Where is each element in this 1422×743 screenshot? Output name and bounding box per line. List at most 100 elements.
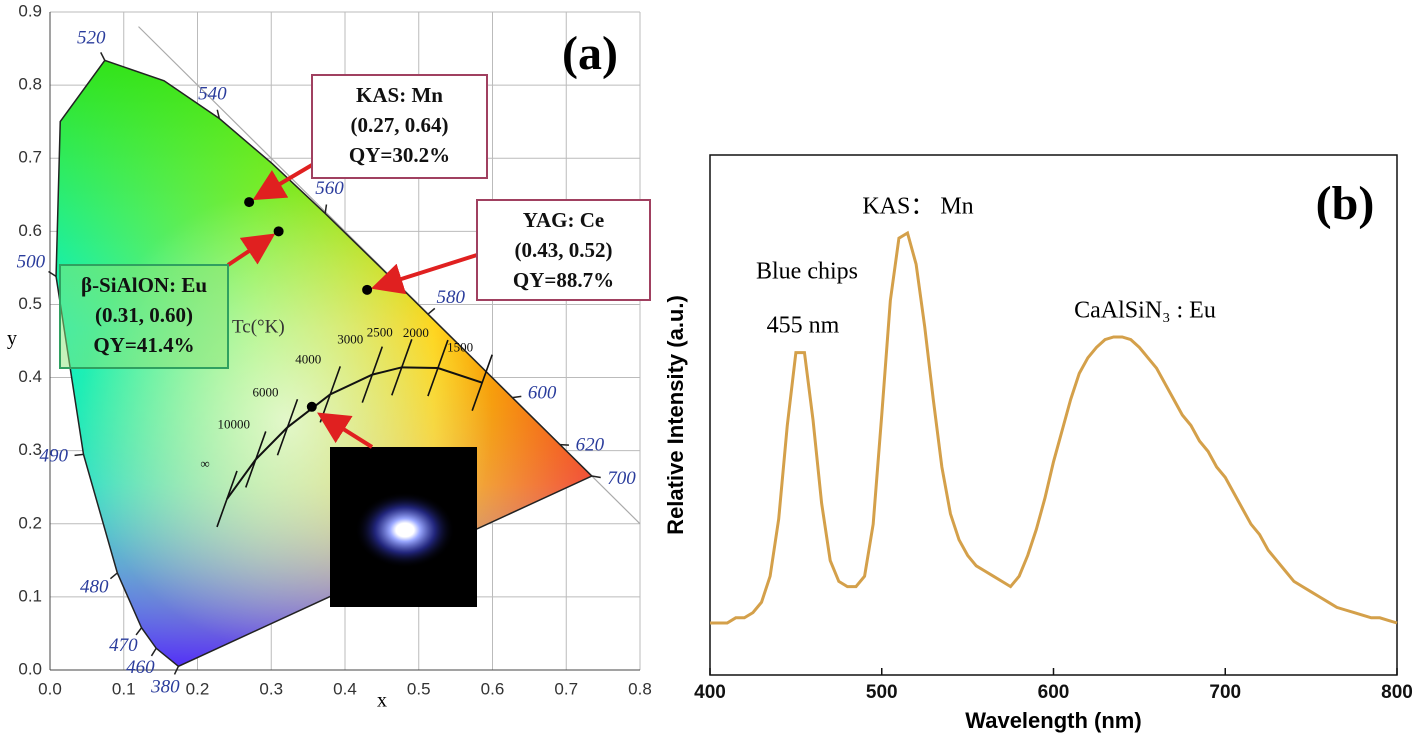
cct-label: 3000 (337, 332, 363, 347)
y-tick-label: 0.7 (18, 148, 42, 167)
cct-title: Tc(°K) (232, 316, 285, 337)
cct-label: ∞ (200, 456, 209, 471)
x-tick-label: 0.6 (481, 679, 505, 698)
locus-tick (135, 627, 143, 636)
y-tick-label: 0.6 (18, 221, 42, 240)
annotation-arrow (226, 233, 276, 267)
point (306, 401, 317, 412)
isotherm (471, 354, 493, 411)
isotherm (245, 431, 267, 488)
annotation-text: (0.31, 0.60) (95, 303, 193, 327)
wavelength-label: 470 (109, 635, 138, 656)
wavelength-label: 520 (77, 27, 106, 48)
spectrum-line (710, 230, 1398, 625)
point (244, 197, 255, 208)
annotation-text: QY=30.2% (349, 143, 450, 167)
locus-tick (150, 647, 157, 657)
annotation-text: β-SiAlON: Eu (81, 273, 207, 297)
locus-tick (74, 453, 84, 457)
y-tick-label: 0.2 (18, 513, 42, 532)
locus-tick (109, 572, 118, 580)
isotherm (427, 339, 449, 397)
cct-label: 2000 (403, 325, 429, 340)
wavelength-label: 560 (315, 178, 344, 199)
wavelength-label: 480 (80, 577, 109, 598)
wavelength-label: 540 (198, 84, 227, 105)
annotation-text: QY=41.4% (93, 333, 194, 357)
panel-b: 400 500 600 700 800 Wavelength (nm) Relative I… (663, 154, 1413, 733)
annotation-box (59, 264, 229, 369)
locus-tick (216, 109, 221, 119)
locus-tick (48, 270, 57, 277)
y-tick-label: 0.3 (18, 440, 42, 459)
annotation-text: YAG: Ce (523, 208, 604, 232)
panel-label: (a) (562, 27, 618, 80)
x-tick-label: 0.1 (112, 679, 136, 698)
wavelength-label: 620 (576, 434, 605, 455)
annotation-text: KAS: Mn (356, 83, 443, 107)
x-axis-label: x (377, 690, 387, 712)
annotation-box (476, 199, 651, 301)
locus-tick (512, 395, 522, 399)
locus-tick (591, 475, 601, 479)
locus-tick (427, 307, 436, 315)
peak-label: CaAlSiN₃ : Eu (1074, 298, 1216, 324)
x-tick-label: 0.3 (259, 679, 283, 698)
wavelength-label: 380 (150, 676, 180, 697)
annotation-arrow (252, 163, 314, 201)
annotation-text: QY=88.7% (513, 268, 614, 292)
y-tick-label: 0.1 (18, 586, 42, 605)
annotation-box (311, 74, 488, 179)
isotherm (391, 339, 413, 396)
x-tick-label: 400 (694, 682, 726, 703)
y-tick-label: 0.4 (18, 367, 42, 386)
isotherm (361, 346, 384, 403)
y-axis-label: y (7, 328, 17, 350)
isotherm (216, 470, 238, 528)
x-tick-label: 800 (1381, 682, 1413, 703)
y-axis-label: Relative Intensity (a.u.) (663, 295, 688, 535)
x-tick-label: 0.0 (38, 679, 62, 698)
peak-label: 455 nm (767, 313, 840, 339)
annotation-text: (0.43, 0.52) (515, 238, 613, 262)
locus-tick (100, 52, 106, 61)
point (273, 226, 284, 237)
y-tick-label: 0.9 (18, 1, 42, 20)
locus-tick (559, 443, 570, 446)
point (362, 284, 373, 295)
led-glow (355, 492, 455, 568)
panel-a: 0.0 0.1 0.2 0.3 0.4 0.5 0.6 0.7 0.8 0.0 0.1 0.2 0.3 0… (7, 1, 652, 711)
annotation-text: (0.27, 0.64) (351, 113, 449, 137)
x-axis-label: Wavelength (nm) (965, 708, 1141, 733)
peak-label: KAS： Mn (862, 194, 973, 220)
wavelength-label: 700 (607, 468, 636, 489)
x-tick-label: 500 (866, 682, 898, 703)
cct-label: 4000 (295, 351, 321, 366)
wavelength-label: 490 (39, 446, 68, 467)
cct-label: 2500 (367, 324, 393, 339)
wavelength-label: 600 (528, 383, 557, 404)
x-tick-label: 0.5 (407, 679, 431, 698)
y-tick-label: 0.0 (18, 659, 42, 678)
peak-label: Blue chips (756, 259, 858, 285)
y-tick-label: 0.5 (18, 294, 42, 313)
isotherm (276, 399, 299, 456)
annotation-arrow (370, 253, 478, 295)
wavelength-label: 580 (436, 287, 465, 308)
wavelength-label: 500 (17, 252, 46, 273)
wavelength-label: 460 (126, 657, 155, 678)
panel-label: (b) (1316, 177, 1375, 230)
locus-tick (324, 204, 328, 214)
cct-label: 6000 (252, 384, 278, 399)
x-tick-label: 0.7 (554, 679, 578, 698)
x-tick-label: 0.4 (333, 679, 357, 698)
planckian-locus (226, 366, 483, 500)
x-tick-label: 600 (1038, 682, 1070, 703)
locus-tick (173, 666, 180, 675)
cct-label: 10000 (218, 416, 251, 431)
x-tick-label: 700 (1209, 682, 1241, 703)
x-tick-label: 0.2 (186, 679, 210, 698)
x-tick-label: 0.8 (628, 679, 652, 698)
cct-label: 1500 (447, 340, 473, 355)
